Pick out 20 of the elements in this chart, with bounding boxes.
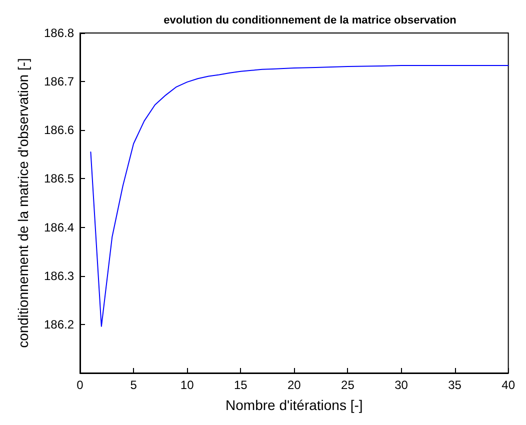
x-tick-label: 30 — [394, 378, 408, 392]
y-tick-label: 186.3 — [44, 268, 74, 283]
line-series — [90, 65, 509, 327]
y-axis-title: conditionnement de la matrice d'observation [-] — [15, 58, 31, 348]
x-tick-label: 5 — [130, 378, 138, 392]
x-tick-label: 25 — [341, 378, 355, 392]
y-tick-label: 186.2 — [44, 317, 74, 332]
x-tick-label: 20 — [287, 378, 302, 392]
y-tick-label: 186.7 — [44, 74, 74, 89]
x-tick-label: 40 — [502, 378, 516, 392]
x-tick-label: 15 — [234, 378, 248, 392]
y-tick-label: 186.6 — [44, 123, 74, 138]
y-tick-label: 186.5 — [44, 172, 74, 186]
y-tick-label: 186.8 — [44, 26, 74, 40]
chart-title: evolution du conditionnement de la matrice observation — [164, 14, 457, 26]
x-axis-title: Nombre d'itérations [-] — [226, 397, 363, 413]
x-tick-label: 0 — [76, 378, 84, 392]
x-tick-label: 35 — [448, 378, 462, 392]
y-tick-label: 186.4 — [44, 220, 74, 234]
x-tick-label: 10 — [180, 378, 194, 392]
